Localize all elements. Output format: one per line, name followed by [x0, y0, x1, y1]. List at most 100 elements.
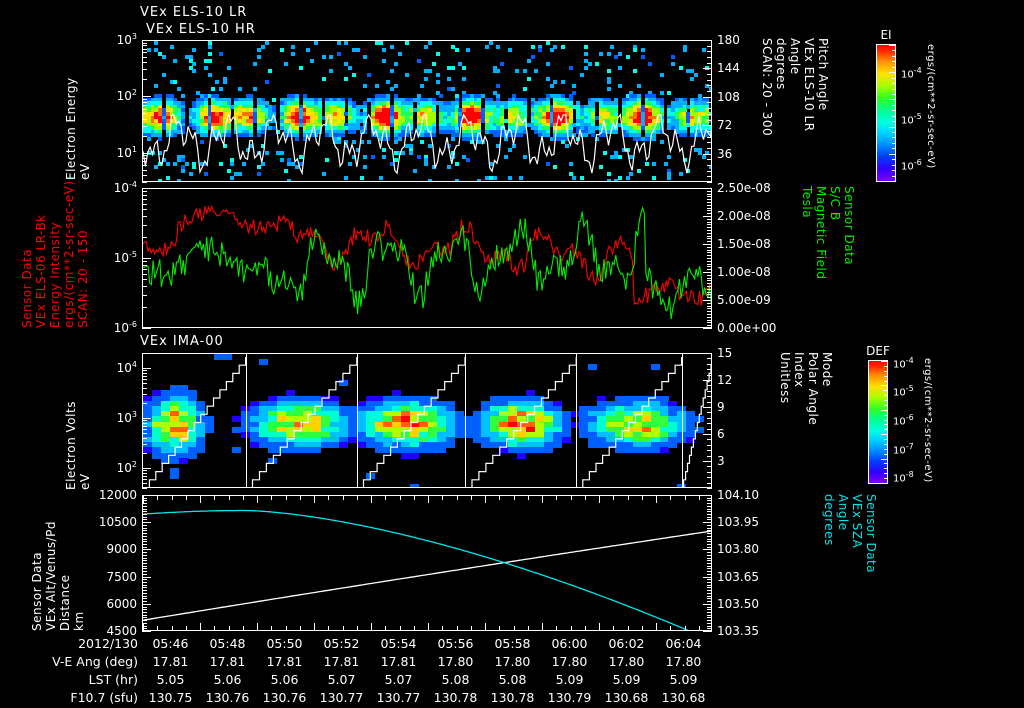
axis-tick-label: 1.50e-08 — [717, 237, 771, 251]
axis-tick-label: 36 — [717, 146, 733, 161]
axis-tick-label: 103.35 — [717, 624, 759, 638]
panel3-colorbar: DEF 10-4 10-5 10-6 10-7 10-8 — [866, 344, 914, 485]
colorbar-tick-label: 10-6 — [901, 158, 922, 173]
axis-tick-label: 3 — [717, 454, 725, 468]
bottom-axis-value: 17.80 — [494, 654, 531, 669]
bottom-axis-value: 130.78 — [490, 690, 535, 705]
bottom-axis-value: 17.80 — [665, 654, 702, 669]
axis-tick-label: 9 — [717, 400, 725, 414]
bottom-axis-value: 05:52 — [323, 636, 360, 651]
panel3-right-axis-label: Mode Polar Angle Index Unitless — [778, 352, 834, 426]
axis-tick-label: 72 — [717, 118, 733, 133]
panel3-left-axis-label: Electron Volts eV — [64, 401, 92, 490]
axis-tick-label: 12000 — [98, 488, 137, 502]
bottom-axis-value: 5.08 — [441, 672, 470, 687]
axis-tick-label: 180 — [717, 33, 740, 47]
axis-tick-label: 0.00e+00 — [717, 321, 777, 335]
panel1-colorbar-units: ergs/(cm**2-sr-sec-eV) — [925, 44, 936, 169]
mode-boundary-line — [576, 354, 578, 487]
panel1-left-axis-label: Electron Energy eV — [64, 77, 92, 180]
axis-tick-label: 2.00e-08 — [717, 209, 771, 223]
polar-angle-index-line — [148, 357, 711, 487]
panel3-plot-area[interactable] — [142, 353, 712, 488]
bottom-axis-value: 17.81 — [266, 654, 303, 669]
bottom-axis-value: 17.81 — [209, 654, 246, 669]
axis-tick-label: 103.95 — [717, 515, 759, 530]
panel1-right-axis-label: Pitch Angle VEx ELS-10 LR Angle degrees … — [760, 38, 830, 137]
bottom-axis-value: 5.07 — [384, 672, 413, 687]
bottom-axis-value: 06:02 — [608, 636, 645, 651]
axis-tick-label: 10-6 — [113, 320, 137, 336]
axis-tick-label: 102 — [116, 460, 137, 476]
bottom-axis-value: 130.76 — [262, 690, 307, 705]
panel3-colorbar-label: DEF — [866, 344, 890, 358]
axis-tick-label: 7500 — [106, 569, 137, 584]
panel4-plot-area[interactable] — [142, 495, 712, 631]
axis-tick-label: 10500 — [98, 515, 137, 530]
panel2-right-axis-label: Sensor Data S/C B Magnetic Field Tesla — [800, 186, 856, 280]
colorbar-tick-label: 10-7 — [893, 441, 914, 457]
bottom-axis-value: 5.05 — [156, 672, 185, 687]
panel2-left-axis-label: Sensor Data VEx ELS-06 LR-Bk Energy Inte… — [20, 180, 90, 328]
panel4-traces — [143, 509, 711, 630]
bottom-axis-value: 17.80 — [608, 654, 645, 669]
panel1-colorbar: EI 10-4 10-5 10-6 — [876, 28, 922, 182]
panel1-colorbar-label: EI — [880, 28, 892, 42]
axis-tick-label: 103.50 — [717, 596, 759, 611]
axis-tick-label: 4500 — [106, 624, 137, 638]
bottom-axis-value: 5.08 — [498, 672, 527, 687]
axis-tick-label: 5.00e-09 — [717, 293, 771, 307]
colorbar-tick-label: 10-4 — [901, 66, 922, 81]
bottom-axis-value: 05:54 — [380, 636, 417, 651]
axis-tick-label: 104.10 — [717, 488, 759, 502]
bottom-axis-value: 17.80 — [551, 654, 588, 669]
mode-boundary-line — [681, 354, 683, 487]
axis-tick-label: 144 — [717, 61, 740, 76]
mode-boundary-line — [245, 354, 247, 487]
bottom-row-label: F10.7 (sfu) — [70, 690, 138, 705]
axis-tick-label: 2.50e-08 — [717, 181, 771, 195]
panel1-title-hr: VEx ELS-10 HR — [146, 22, 256, 37]
colorbar-tick-label: 10-5 — [893, 384, 914, 399]
bottom-axis-value: 05:58 — [494, 636, 531, 651]
axis-tick-label: 103.65 — [717, 569, 759, 584]
colorbar-tick-label: 10-6 — [893, 413, 914, 428]
axis-tick-label: 6000 — [106, 596, 137, 611]
panel3-colorbar-units: ergs/(cm**2-sr-sec-eV) — [922, 358, 933, 483]
bottom-row-label: 2012/130 — [78, 636, 138, 651]
bottom-axis-value: 130.78 — [433, 690, 478, 705]
bottom-row-label: V-E Ang (deg) — [52, 654, 138, 669]
bottom-axis: 2012/130 V-E Ang (deg) LST (hr) F10.7 (sfu)… — [0, 636, 1024, 708]
bottom-axis-value: 06:04 — [665, 636, 702, 651]
panel4-right-axis-label: Sensor Data VEx SZA Angle degrees — [822, 494, 878, 574]
bottom-axis-value: 130.77 — [319, 690, 364, 705]
axis-tick-label: 108 — [717, 89, 740, 104]
bottom-axis-value: 5.06 — [270, 672, 299, 687]
mode-boundary-line — [356, 354, 358, 487]
panel1-plot-area[interactable] — [142, 40, 712, 182]
colorbar-tick-label: 10-4 — [893, 355, 914, 371]
bottom-axis-value: 130.76 — [205, 690, 250, 705]
axis-tick-label: 103 — [116, 410, 137, 426]
bottom-axis-value: 5.09 — [612, 672, 641, 687]
axis-tick-label: 9000 — [106, 542, 137, 557]
axis-tick-label: 10-5 — [113, 250, 137, 266]
panel2-plot-area[interactable] — [142, 188, 712, 328]
bottom-axis-value: 5.09 — [669, 672, 698, 687]
bottom-axis-value: 5.06 — [213, 672, 242, 687]
bottom-axis-value: 05:48 — [209, 636, 246, 651]
bottom-axis-value: 05:56 — [437, 636, 474, 651]
axis-tick-label: 10-4 — [113, 180, 137, 196]
bottom-axis-value: 17.81 — [152, 654, 189, 669]
bottom-axis-value: 130.79 — [547, 690, 592, 705]
colorbar-tick-label: 10-8 — [893, 470, 914, 485]
bottom-row-label: LST (hr) — [88, 672, 138, 687]
bottom-axis-value: 130.68 — [604, 690, 649, 705]
axis-tick-label: 1.00e-08 — [717, 265, 771, 279]
panel2-traces — [143, 204, 711, 320]
bottom-axis-value: 05:46 — [152, 636, 189, 651]
bottom-axis-value: 17.80 — [437, 654, 474, 669]
axis-tick-label: 101 — [116, 144, 137, 160]
mode-boundary-line — [465, 354, 467, 487]
axis-tick-label: 104 — [116, 360, 137, 376]
